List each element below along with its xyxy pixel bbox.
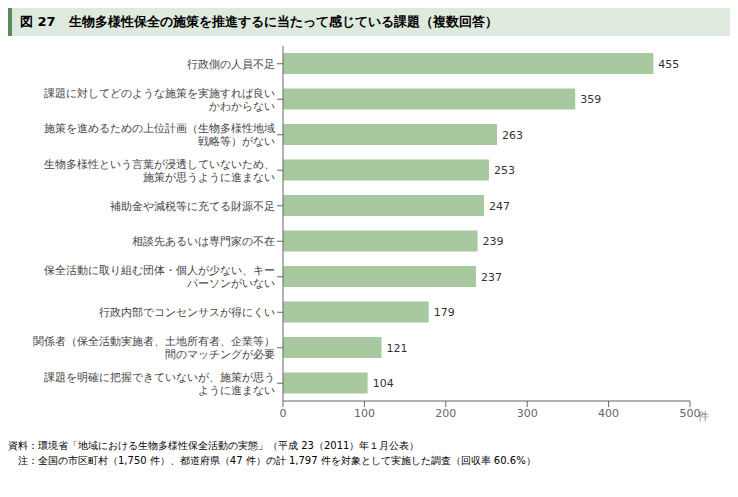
svg-text:行政側の人員不足: 行政側の人員不足	[187, 58, 275, 71]
svg-text:400: 400	[598, 407, 619, 420]
svg-text:課題を明確に把握できていないが、施策が思うように進まない: 課題を明確に把握できていないが、施策が思うように進まない	[44, 371, 275, 397]
svg-text:施策を進めるための上位計画（生物多様性地域戦略等）がない: 施策を進めるための上位計画（生物多様性地域戦略等）がない	[44, 122, 275, 148]
svg-text:263: 263	[502, 129, 523, 142]
svg-text:行政内部でコンセンサスが得にくい: 行政内部でコンセンサスが得にくい	[99, 306, 275, 319]
svg-text:課題に対してどのような施策を実施すれば良いかわからない: 課題に対してどのような施策を実施すれば良いかわからない	[44, 87, 275, 113]
html-text:資料：環境省「地域における生物多様性保全活動の実態」（平成: 資料：環境省「地域における生物多様性保全活動の実態」（平成 23（2011）年１…	[8, 440, 420, 451]
svg-text:300: 300	[517, 407, 538, 420]
svg-text:179: 179	[434, 306, 455, 319]
svg-text:関係者（保全活動実施者、土地所有者、企業等）間のマッチングが: 関係者（保全活動実施者、土地所有者、企業等）間のマッチングが必要	[33, 335, 275, 361]
svg-text:100: 100	[354, 407, 375, 420]
svg-text:補助金や減税等に充てる財源不足: 補助金や減税等に充てる財源不足	[110, 200, 275, 213]
svg-text:保全活動に取り組む団体・個人が少ない、キーパーソンがいない: 保全活動に取り組む団体・個人が少ない、キーパーソンがいない	[44, 264, 275, 290]
svg-text:359: 359	[580, 93, 601, 106]
html-text:図 27 生物多様性保全の施策を推進するに当たって感じている: 図 27 生物多様性保全の施策を推進するに当たって感じている課題（複数回答）	[20, 14, 498, 29]
html-text:注：全国の市区町村（1,750 件）、都道府県（47 件）の: 注：全国の市区町村（1,750 件）、都道府県（47 件）の計 1,797 件を…	[8, 455, 536, 466]
svg-text:相談先あるいは専門家の不在: 相談先あるいは専門家の不在	[132, 235, 275, 248]
svg-text:247: 247	[489, 200, 510, 213]
svg-text:121: 121	[386, 342, 407, 355]
svg-text:200: 200	[435, 407, 456, 420]
svg-text:455: 455	[658, 58, 679, 71]
svg-text:500: 500	[679, 406, 701, 420]
svg-text:件: 件	[698, 410, 709, 423]
svg-text:237: 237	[481, 271, 502, 284]
svg-text:104: 104	[373, 377, 394, 390]
svg-text:239: 239	[483, 235, 504, 248]
svg-text:0: 0	[280, 407, 287, 420]
svg-text:253: 253	[494, 164, 515, 177]
svg-text:生物多様性という言葉が浸透していないため、施策が思うように進: 生物多様性という言葉が浸透していないため、施策が思うように進まない	[44, 158, 275, 184]
